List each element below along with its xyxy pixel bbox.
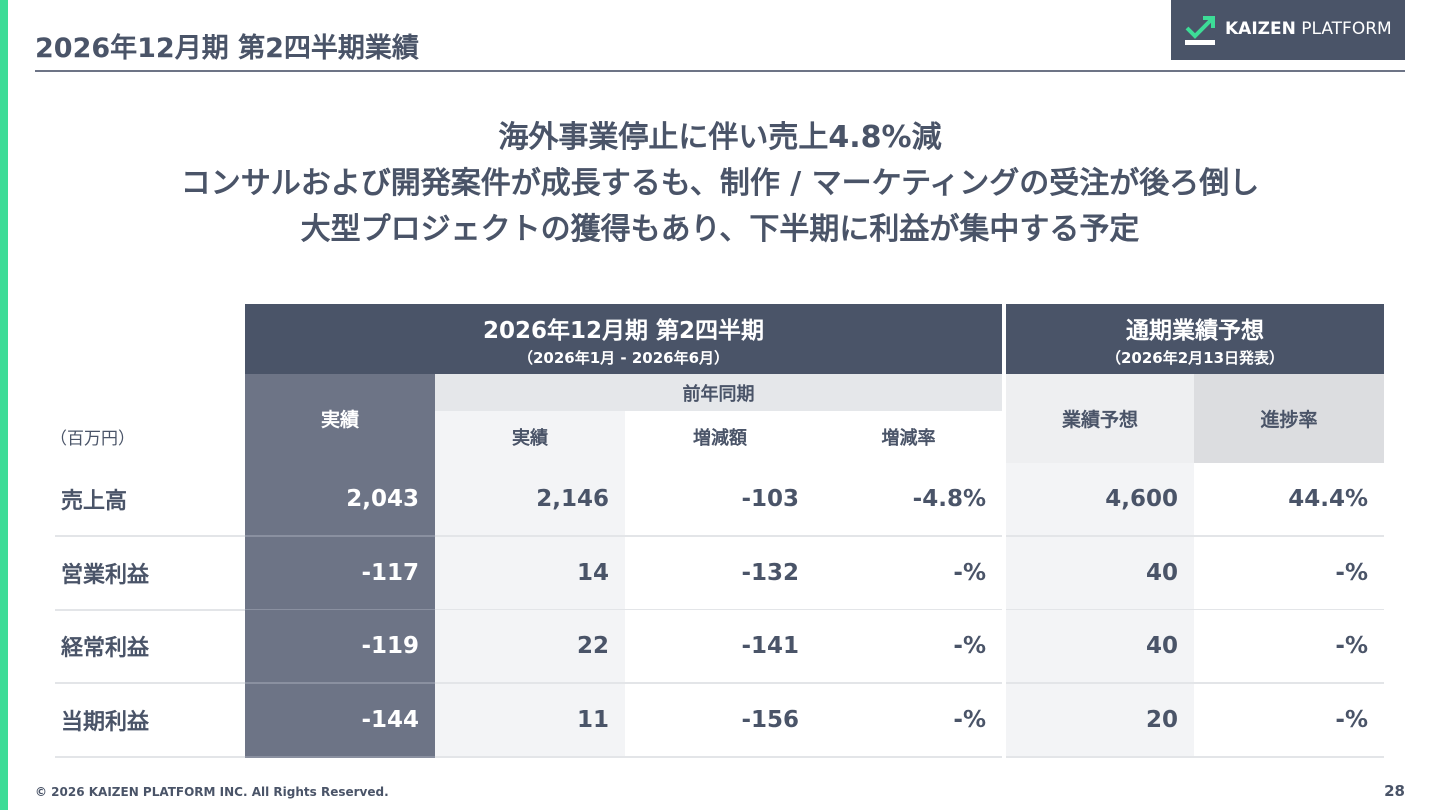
headline: 大型プロジェクトの獲得もあり、下半期に利益が集中する予定	[300, 212, 1140, 247]
logo: KAIZEN PLATFORM	[1171, 0, 1405, 60]
cell: -103	[625, 463, 815, 537]
cell: -144	[245, 684, 435, 758]
title-rule	[35, 70, 1405, 72]
cell: 20	[1006, 684, 1194, 758]
logo-icon	[1185, 16, 1215, 45]
cell: 22	[435, 610, 625, 684]
slide-title: 2026年12月期 第2四半期業績	[35, 33, 419, 64]
cell: 14	[435, 537, 625, 611]
cell: -156	[625, 684, 815, 758]
cell: -%	[815, 610, 1002, 684]
group-period: （2026年2月13日発表）	[1105, 348, 1285, 367]
row-label: 売上高	[55, 463, 245, 537]
cell: 4,600	[1006, 463, 1194, 537]
group-header: 2026年12月期 第2四半期 （2026年1月 - 2026年6月）	[245, 304, 1002, 374]
column-header: 増減額	[693, 428, 747, 449]
cell: -%	[815, 684, 1002, 758]
cell: -%	[1194, 610, 1384, 684]
row-label: 当期利益	[55, 684, 245, 758]
column-header: 増減率	[881, 428, 936, 449]
cell: 44.4%	[1194, 463, 1384, 537]
cell: 40	[1006, 610, 1194, 684]
cell: -%	[1194, 684, 1384, 758]
column-header: 進捗率	[1194, 374, 1384, 463]
group-header: 通期業績予想 （2026年2月13日発表）	[1006, 304, 1384, 374]
cell: -%	[1194, 537, 1384, 611]
column-group-header: 前年同期	[435, 374, 1002, 411]
cell: 2,146	[435, 463, 625, 537]
headline: コンサルおよび開発案件が成長するも、制作 / マーケティングの受注が後ろ倒し	[180, 166, 1260, 201]
cell: -119	[245, 610, 435, 684]
cell: -141	[625, 610, 815, 684]
headline: 海外事業停止に伴い売上4.8%減	[498, 120, 942, 155]
cell: -4.8%	[815, 463, 1002, 537]
cell: 40	[1006, 537, 1194, 611]
column-header: 実績	[435, 411, 625, 463]
cell: 2,043	[245, 463, 435, 537]
column-header: 実績	[245, 374, 435, 463]
logo-light: PLATFORM	[1301, 19, 1392, 39]
accent-bar	[0, 0, 8, 810]
cell: -117	[245, 537, 435, 611]
cell: -%	[815, 537, 1002, 611]
row-label: 営業利益	[55, 537, 245, 611]
cell: -132	[625, 537, 815, 611]
group-title: 2026年12月期 第2四半期	[482, 317, 765, 344]
row-label: 経常利益	[55, 610, 245, 684]
unit-label: （百万円）	[50, 429, 135, 449]
copyright: © 2026 KAIZEN PLATFORM INC. All Rights R…	[35, 785, 389, 799]
column-header: 業績予想	[1006, 374, 1194, 463]
page-number: 28	[1384, 782, 1405, 800]
cell: 11	[435, 684, 625, 758]
logo-bold: KAIZEN	[1225, 19, 1296, 39]
group-title: 通期業績予想	[1126, 317, 1264, 344]
group-period: （2026年1月 - 2026年6月）	[517, 348, 730, 367]
